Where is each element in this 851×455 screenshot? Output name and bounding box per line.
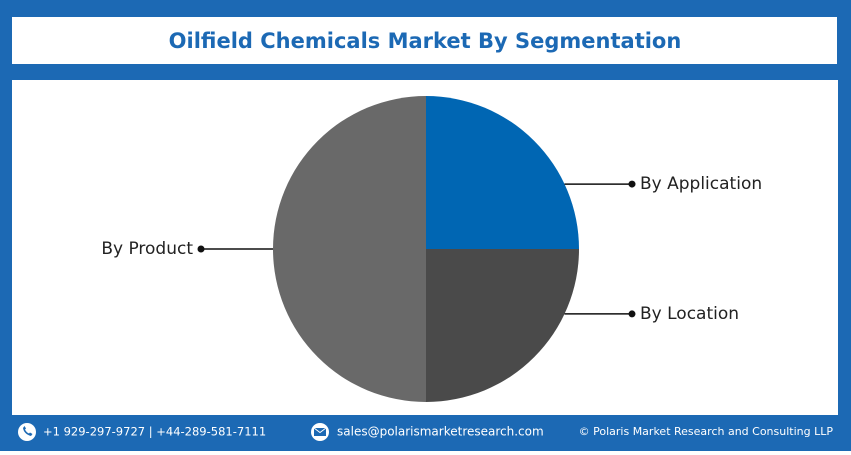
leader-dot xyxy=(628,180,636,188)
slice-label: By Application xyxy=(640,174,762,194)
slice-label: By Location xyxy=(640,304,739,324)
slice-label: By Product xyxy=(101,239,193,259)
email-flap xyxy=(313,427,327,434)
footer: +1 929-297-9727 | +44-289-581-7111 sales… xyxy=(18,423,833,441)
chart-title: Oilfield Chemicals Market By Segmentatio… xyxy=(169,29,682,53)
leader-dot xyxy=(628,310,636,318)
title-box xyxy=(12,17,837,64)
copyright: © Polaris Market Research and Consulting… xyxy=(579,425,834,438)
phone-glyph xyxy=(23,426,33,436)
pie-slice xyxy=(426,96,579,249)
pie-slice xyxy=(426,249,579,402)
pie: By Application By Location By Product xyxy=(101,96,762,402)
phone-icon xyxy=(18,423,36,441)
leader-dot xyxy=(197,245,205,253)
email: sales@polarismarketresearch.com xyxy=(337,425,544,439)
phone: +1 929-297-9727 | +44-289-581-7111 xyxy=(43,425,266,439)
pie-slice xyxy=(273,96,426,402)
